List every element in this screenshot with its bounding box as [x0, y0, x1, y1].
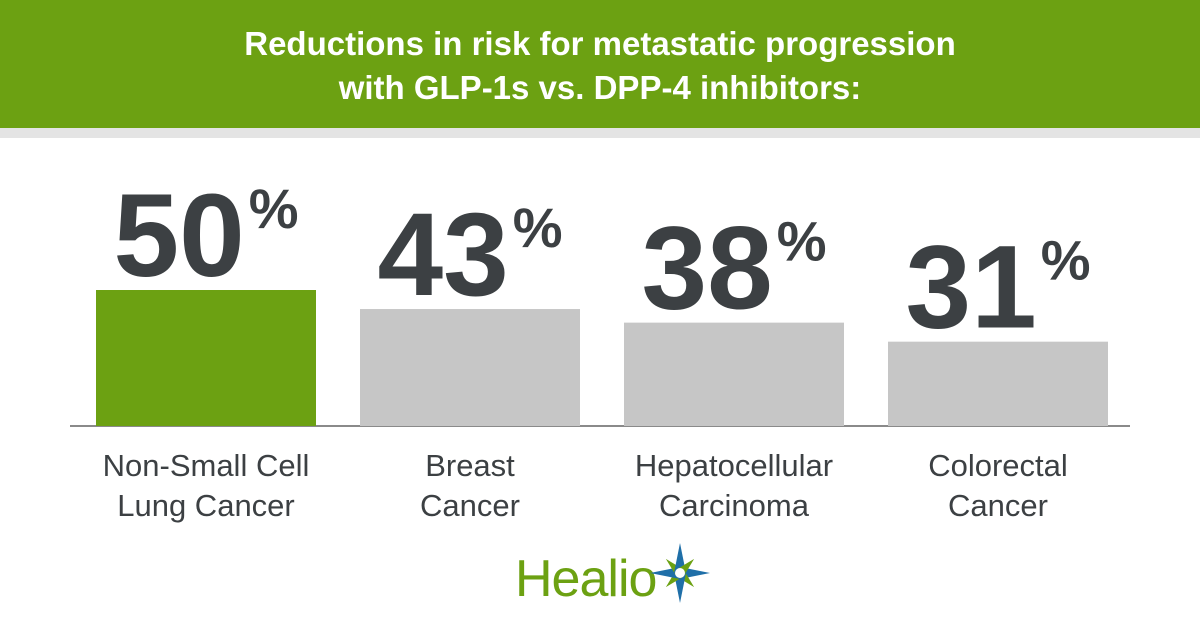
value-unit-1: %	[513, 196, 563, 259]
star-ray-4	[650, 567, 680, 579]
value-number-1: 43	[377, 189, 508, 321]
value-number-2: 38	[641, 203, 772, 335]
logo-text: Healio	[515, 550, 657, 608]
value-number-3: 31	[905, 222, 1036, 354]
category-label-1: Breast Cancer	[420, 448, 520, 523]
category-label-0: Non-Small Cell Lung Cancer	[102, 448, 310, 523]
title-banner: Reductions in risk for metastatic progre…	[0, 0, 1200, 138]
category-label-3: Colorectal Cancer	[928, 448, 1068, 523]
value-unit-0: %	[249, 177, 299, 240]
bar-2	[624, 322, 844, 426]
category-label-2: Hepatocellular Carcinoma	[634, 448, 834, 523]
value-label-1: 43%	[377, 189, 562, 321]
bar-0	[96, 290, 316, 426]
star-center	[675, 568, 685, 578]
value-unit-2: %	[777, 210, 827, 273]
star-ray-6	[674, 543, 686, 573]
value-label-2: 38%	[641, 203, 826, 335]
healio-logo: Healio	[515, 542, 715, 612]
value-label-0: 50%	[113, 170, 298, 302]
bar-1	[360, 309, 580, 426]
star-burst-icon	[650, 543, 710, 603]
value-number-0: 50	[113, 170, 244, 302]
value-unit-3: %	[1041, 229, 1091, 292]
chart-title: Reductions in risk for metastatic progre…	[244, 25, 956, 106]
star-ray-0	[680, 567, 710, 579]
star-ray-2	[674, 573, 686, 603]
bar-3	[888, 341, 1108, 426]
value-label-3: 31%	[905, 222, 1090, 354]
